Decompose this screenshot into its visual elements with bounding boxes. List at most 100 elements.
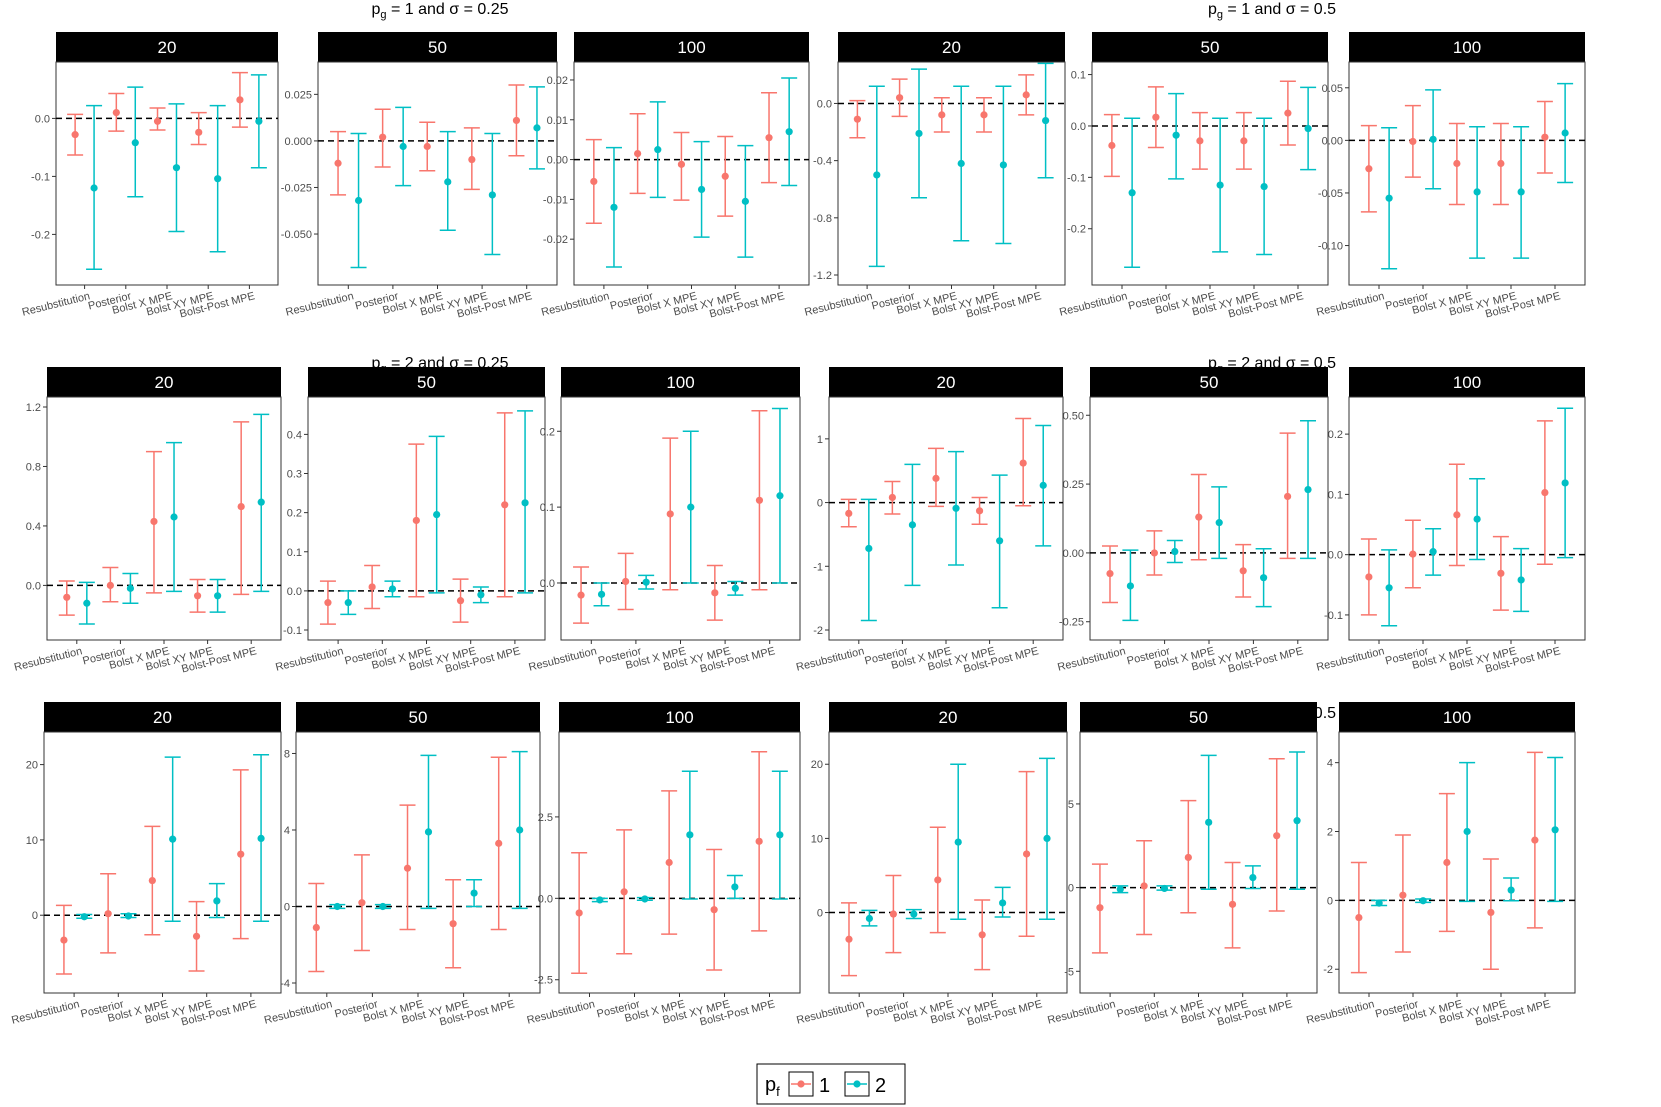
mean-point [1463, 827, 1471, 836]
mean-point [1551, 826, 1559, 834]
y-tick-label: -0.1 [283, 625, 302, 637]
facet-strip [296, 702, 540, 732]
mean-point [952, 504, 960, 512]
mean-point [150, 517, 158, 526]
mean-point [83, 599, 91, 607]
x-tick-label: Resubstitution [795, 645, 866, 674]
legend-label: 2 [875, 1075, 886, 1097]
panel-border [43, 731, 282, 994]
mean-point [1517, 576, 1525, 584]
panel-border [307, 396, 546, 641]
facet-strip [1080, 702, 1317, 732]
x-tick-label: Resubstitution [284, 290, 355, 319]
y-tick-label: -0.25 [1059, 617, 1084, 629]
mean-point [1409, 550, 1417, 558]
facet-strip-label: 20 [939, 708, 958, 727]
y-tick-label: 0.000 [284, 136, 312, 148]
mean-point [112, 109, 120, 117]
mean-point [938, 111, 946, 119]
y-tick-label: 0.1 [287, 547, 302, 559]
mean-point [1385, 194, 1393, 202]
y-tick-label: -1 [813, 561, 823, 573]
mean-point [654, 146, 662, 154]
x-tick-label: Resubstitution [1058, 290, 1129, 319]
mean-point [1365, 573, 1373, 581]
y-tick-label: 2.5 [538, 812, 553, 824]
x-tick-label: Resubstitution [1305, 998, 1376, 1027]
legend-key-point [797, 1080, 805, 1088]
mean-point [1429, 548, 1437, 556]
facet-strip-label: 20 [942, 38, 961, 57]
mean-point [1453, 159, 1461, 168]
mean-point [1541, 133, 1549, 141]
y-tick-label: 0.3 [287, 469, 302, 481]
mean-point [358, 899, 366, 907]
mean-point [1022, 91, 1030, 99]
y-tick-label: 0.50 [1063, 410, 1084, 422]
mean-point [1116, 885, 1124, 893]
mean-point [368, 583, 376, 591]
facet-strip [829, 367, 1063, 397]
mean-point [237, 503, 245, 511]
x-tick-label: Resubstitution [1046, 998, 1117, 1027]
legend-key-point [853, 1080, 861, 1088]
mean-point [1043, 834, 1051, 843]
mean-point [257, 834, 265, 843]
mean-point [677, 160, 686, 168]
mean-point [1473, 515, 1481, 523]
facet-strip [829, 702, 1067, 732]
y-tick-label: -2 [813, 625, 823, 637]
mean-point [1042, 117, 1050, 125]
mean-point [80, 913, 88, 921]
mean-point [388, 585, 397, 593]
mean-point [1517, 188, 1525, 196]
mean-point [908, 521, 917, 529]
mean-point [731, 883, 739, 891]
facet-strip [561, 367, 800, 397]
panel-border [1079, 731, 1318, 994]
y-tick-label: 10 [811, 833, 823, 845]
panel-border [1338, 731, 1576, 994]
mean-point [590, 177, 598, 186]
mean-point [214, 175, 222, 183]
mean-point [978, 931, 986, 939]
y-tick-label: 0.8 [26, 461, 41, 473]
y-tick-label: -4 [280, 978, 290, 990]
mean-point [1215, 519, 1223, 527]
mean-point [433, 510, 441, 519]
mean-point [865, 914, 874, 923]
y-tick-label: 20 [26, 760, 38, 772]
mean-point [1399, 891, 1407, 899]
facet-strip [1090, 367, 1328, 397]
y-tick-label: 20 [811, 759, 823, 771]
facet-strip [47, 367, 281, 397]
mean-point [1152, 113, 1160, 121]
facet-panel: 1000.020.010.00-0.01-0.02ResubstitutionP… [540, 32, 810, 321]
y-tick-label: 0.0 [287, 586, 302, 598]
mean-point [1473, 188, 1481, 196]
mean-point [1497, 569, 1505, 577]
mean-point [765, 134, 773, 142]
facet-strip [559, 702, 800, 732]
mean-point [634, 149, 642, 158]
y-tick-label: 0.02 [547, 75, 568, 87]
y-tick-label: -0.1 [1324, 610, 1343, 622]
y-tick-label: -0.05 [1318, 188, 1343, 200]
mean-point [60, 936, 68, 944]
mean-point [1507, 886, 1515, 894]
y-tick-label: 0.2 [540, 426, 555, 438]
mean-point [888, 493, 896, 502]
y-tick-label: 8 [284, 748, 290, 760]
mean-point [731, 584, 739, 592]
mean-point [755, 496, 764, 504]
facet-strip [308, 367, 545, 397]
legend-title: pf [765, 1074, 780, 1099]
y-tick-label: 0.4 [26, 521, 41, 533]
facet-strip-label: 50 [417, 373, 436, 392]
mean-point [710, 906, 718, 914]
facet-strip-label: 100 [677, 38, 705, 57]
mean-point [1283, 492, 1292, 501]
legend-label: 1 [819, 1075, 830, 1097]
mean-point [1293, 817, 1301, 825]
